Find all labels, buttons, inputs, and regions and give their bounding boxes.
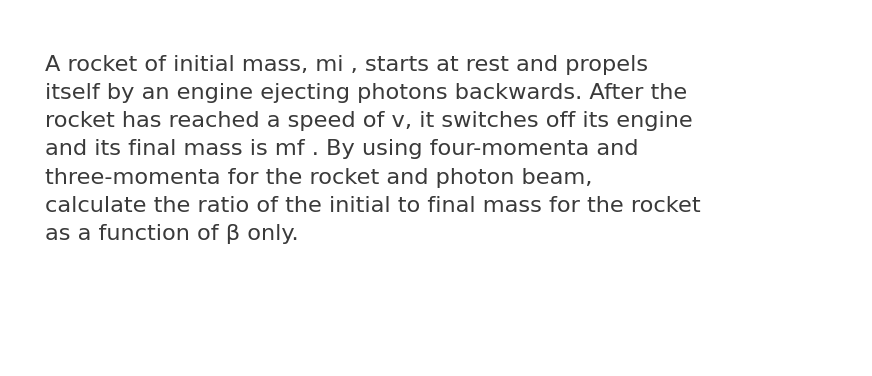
Text: A rocket of initial mass, mi , starts at rest and propels
itself by an engine ej: A rocket of initial mass, mi , starts at… bbox=[45, 55, 701, 244]
